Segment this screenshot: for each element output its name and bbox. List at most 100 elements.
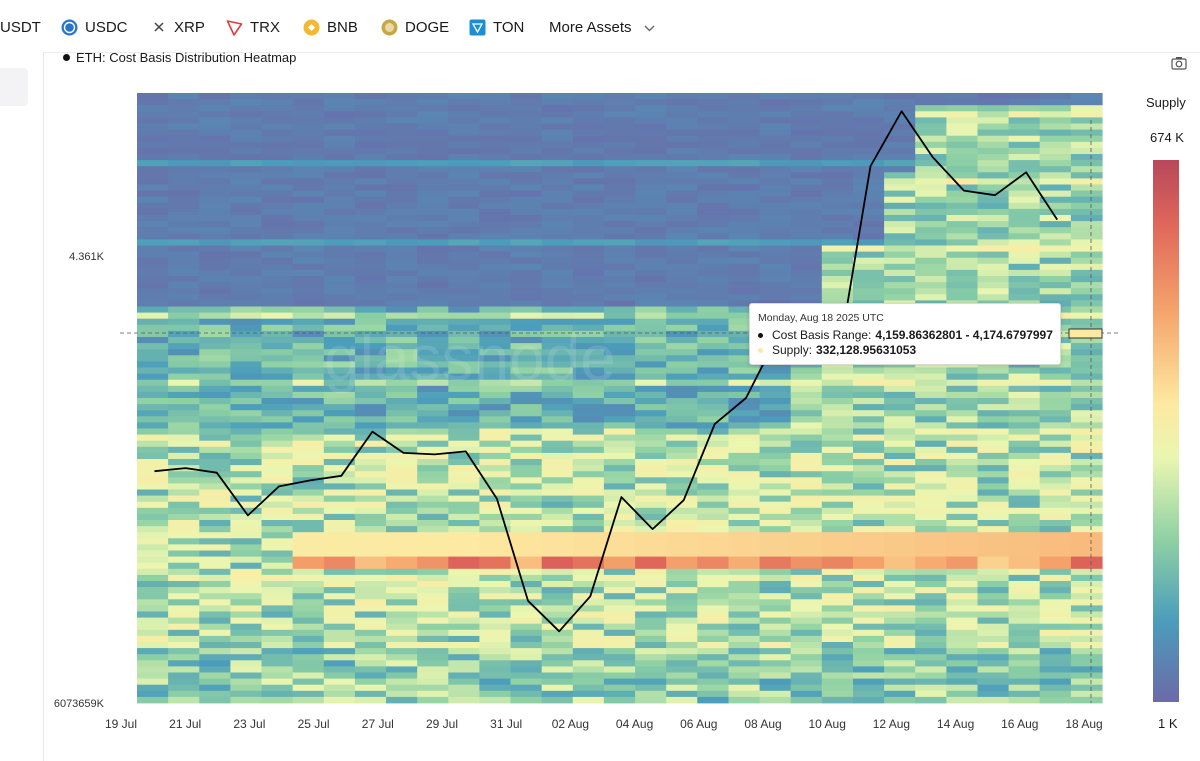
highlighted-cell[interactable] (1068, 328, 1103, 339)
heatmap-cell (853, 599, 885, 606)
heatmap-cell (137, 355, 169, 362)
heatmap-cell (386, 440, 418, 448)
heatmap-cell (541, 391, 574, 399)
heatmap-cell (1008, 660, 1041, 667)
asset-tab-trx[interactable]: TRX (226, 16, 280, 38)
heatmap-cell (884, 452, 916, 460)
heatmap-cell (790, 471, 823, 478)
heatmap-cell (572, 245, 605, 252)
heatmap-cell (1070, 446, 1103, 454)
heatmap-cell (635, 538, 667, 545)
heatmap-cell (479, 318, 512, 326)
heatmap-cell (666, 501, 698, 509)
heatmap-cell (603, 93, 636, 100)
heatmap-cell (884, 562, 916, 570)
heatmap-cell (261, 501, 294, 509)
heatmap-cell (728, 404, 761, 411)
heatmap-cell (479, 642, 512, 649)
heatmap-cell (292, 294, 325, 301)
heatmap-cell (697, 574, 729, 582)
asset-tab-xrp[interactable]: XRP (150, 16, 205, 38)
heatmap-cell (354, 410, 387, 417)
heatmap-cell (572, 367, 605, 374)
heatmap-cell (759, 574, 792, 582)
heatmap-cell (386, 105, 418, 112)
heatmap-cell (603, 379, 636, 387)
heatmap-cell (137, 373, 169, 381)
heatmap-cell (479, 544, 512, 551)
heatmap-cell (697, 526, 729, 533)
heatmap-cell (448, 190, 480, 198)
heatmap-cell (759, 263, 792, 271)
heatmap-cell (884, 678, 916, 686)
heatmap-cell (323, 318, 356, 326)
heatmap-cell (697, 330, 729, 338)
heatmap-cell (1039, 233, 1072, 240)
heatmap-cell (230, 654, 263, 661)
heatmap-cell (323, 215, 356, 222)
heatmap-cell (853, 123, 885, 130)
heatmap-cell (1070, 581, 1103, 588)
heatmap-cell (1039, 428, 1072, 435)
heatmap-cell (479, 416, 512, 423)
heatmap-cell (230, 501, 263, 509)
heatmap-cell (853, 373, 885, 381)
heatmap-cell (790, 507, 823, 515)
heatmap-cell (323, 648, 356, 655)
heatmap-cell (697, 306, 729, 313)
heatmap-cell (541, 648, 574, 655)
heatmap-cell (697, 404, 729, 411)
heatmap-cell (137, 196, 169, 204)
heatmap-cell (261, 520, 294, 527)
asset-tab-doge[interactable]: DOGE (381, 16, 449, 38)
sidebar-selected-item[interactable] (0, 68, 28, 106)
heatmap-cell (354, 318, 387, 326)
camera-icon[interactable] (1171, 56, 1187, 75)
heatmap-cell (417, 318, 449, 326)
heatmap-cell (572, 105, 605, 112)
heatmap-cell (728, 642, 761, 649)
asset-tab-usdc[interactable]: USDC (61, 16, 128, 38)
heatmap-cell (510, 520, 543, 527)
heatmap-cell (635, 147, 667, 155)
more-assets-dropdown[interactable]: More Assets (549, 16, 655, 38)
heatmap-cell (853, 611, 885, 618)
heatmap-cell (448, 495, 480, 503)
heatmap-cell (1070, 538, 1103, 545)
heatmap-cell (168, 544, 200, 551)
heatmap-cell (946, 574, 979, 582)
heatmap-cell (635, 672, 667, 679)
heatmap-cell (230, 172, 263, 179)
heatmap-cell (1008, 495, 1041, 503)
heatmap-cell (354, 459, 387, 466)
heatmap-cell (946, 160, 979, 167)
heatmap-cell (541, 208, 574, 216)
heatmap-cell (199, 520, 231, 527)
heatmap-cell (168, 160, 200, 167)
heatmap-cell (417, 239, 449, 246)
heatmap-cell (510, 129, 543, 137)
heatmap-cell (230, 483, 263, 490)
heatmap-cell (884, 288, 916, 295)
heatmap-cell (1008, 501, 1041, 509)
asset-tab-bnb[interactable]: BNB (303, 16, 358, 38)
heatmap-cell (1008, 263, 1041, 271)
heatmap-cell (230, 251, 263, 259)
heatmap-cell (977, 605, 1010, 612)
asset-tab-usdt[interactable]: USDT (0, 16, 41, 38)
heatmap-cell (603, 617, 636, 625)
heatmap-cell (1008, 251, 1041, 259)
heatmap-cell (541, 343, 574, 350)
asset-tab-ton[interactable]: TON (469, 16, 524, 38)
heatmap-cell (417, 581, 449, 588)
x-tick-label: 18 Aug (1065, 717, 1102, 731)
heatmap-cell (510, 117, 543, 124)
heatmap-cell (603, 574, 636, 582)
xrp-icon (150, 19, 167, 36)
heatmap-cell (697, 172, 729, 179)
heatmap-cell (1039, 544, 1072, 551)
heatmap-cell (603, 276, 636, 283)
heatmap-cell (666, 593, 698, 600)
heatmap-cell (479, 337, 512, 344)
